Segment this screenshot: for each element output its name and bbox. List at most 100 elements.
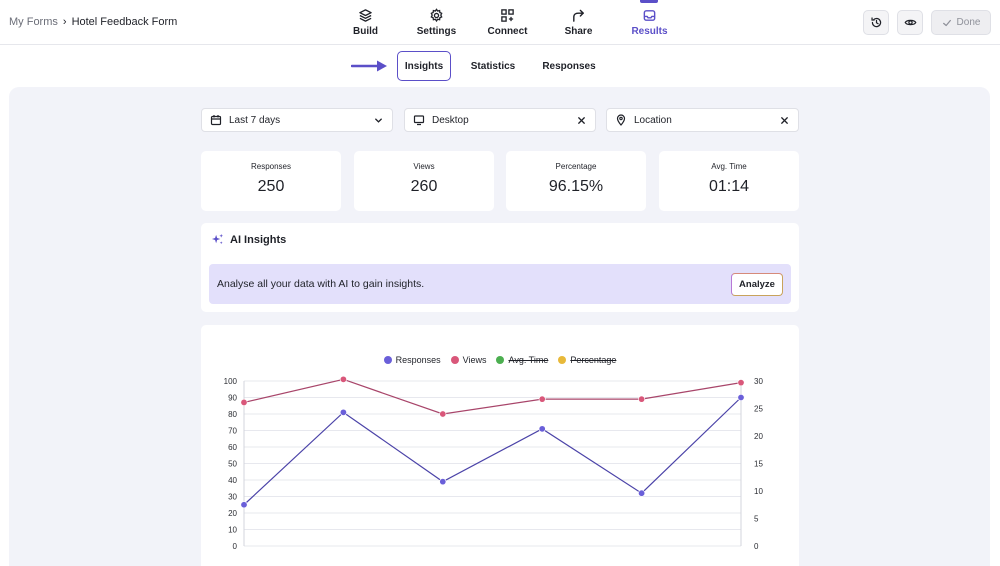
y-left-tick-label: 10 [228, 526, 237, 535]
y-left-tick-label: 80 [228, 410, 237, 419]
data-point-views [439, 410, 447, 418]
series-line-responses [243, 397, 742, 506]
clear-location-icon[interactable] [779, 115, 790, 126]
subtab-responses[interactable]: Responses [542, 60, 596, 72]
y-left-tick-label: 100 [224, 377, 238, 386]
data-point-views [638, 395, 646, 403]
data-point-responses [240, 501, 248, 509]
legend-dot [496, 356, 505, 364]
y-right-tick-label: 15 [754, 460, 763, 469]
stat-card-avg-time: Avg. Time 01:14 [659, 151, 799, 211]
legend-item-avg-time[interactable]: Avg. Time [496, 355, 548, 365]
tab-connect-label: Connect [487, 26, 528, 37]
ai-insights-title: AI Insights [230, 233, 287, 246]
legend-label: Responses [395, 355, 441, 365]
tab-build[interactable]: Build [330, 0, 401, 45]
ai-banner-text: Analyse all your data with AI to gain in… [217, 278, 425, 290]
data-point-responses [638, 489, 646, 497]
legend-label: Percentage [570, 355, 617, 365]
share-arrow-icon [573, 9, 584, 22]
clear-device-icon[interactable] [576, 115, 587, 126]
main-nav: Build Settings Connect Share Results [330, 0, 685, 45]
chevron-down-icon [375, 117, 382, 123]
insights-panel: Last 7 days Desktop Location Responses 2… [9, 87, 990, 566]
stat-value: 250 [257, 178, 285, 195]
analyze-button[interactable]: Analyze [731, 272, 783, 296]
top-bar: My Forms › Hotel Feedback Form Build Set… [0, 0, 1000, 45]
y-right-tick-label: 0 [754, 542, 759, 551]
tab-connect[interactable]: Connect [472, 0, 543, 45]
data-point-views [339, 375, 347, 383]
stat-label: Views [413, 162, 435, 171]
preview-button[interactable] [897, 10, 923, 35]
device-filter-value: Desktop [432, 114, 469, 126]
ai-analyze-banner: Analyse all your data with AI to gain in… [209, 264, 791, 304]
legend-dot [383, 356, 392, 364]
tab-share-label: Share [564, 26, 593, 37]
subtab-insights[interactable]: Insights [397, 51, 451, 81]
y-left-tick-label: 20 [228, 509, 237, 518]
breadcrumb-form-name: Hotel Feedback Form [71, 16, 178, 28]
legend-item-views[interactable]: Views [450, 355, 487, 365]
tab-build-label: Build [353, 26, 378, 37]
data-point-responses [737, 394, 745, 402]
layers-icon [359, 9, 372, 22]
legend-dot [450, 356, 459, 364]
ai-insights-header: AI Insights [211, 233, 286, 246]
history-icon [870, 17, 881, 28]
y-right-tick-label: 10 [754, 487, 763, 496]
done-label: Done [956, 17, 981, 28]
tab-share[interactable]: Share [543, 0, 614, 45]
subtab-statistics[interactable]: Statistics [470, 60, 516, 72]
y-left-tick-label: 60 [228, 443, 237, 452]
legend-dot [558, 356, 567, 364]
stat-label: Percentage [555, 162, 597, 171]
date-range-value: Last 7 days [229, 114, 281, 126]
data-point-responses [339, 408, 347, 416]
line-chart: 0 10 20 30 40 50 60 70 80 90 100 0 5 10 15 20 25 30 [224, 375, 763, 551]
legend-label: Avg. Time [508, 355, 549, 365]
stat-value: 01:14 [708, 178, 750, 195]
active-tab-indicator [640, 0, 658, 3]
chart-legend: Responses Views Avg. Time Percentage [201, 355, 799, 365]
y-right-tick-label: 25 [754, 405, 763, 414]
y-right-tick-label: 30 [754, 377, 763, 386]
inbox-icon [643, 10, 656, 21]
done-button[interactable]: Done [931, 10, 991, 35]
insights-chart-card: Responses Views Avg. Time Percentage 0 10 20 3… [201, 325, 799, 566]
y-left-tick-label: 30 [228, 493, 237, 502]
y-right-tick-label: 5 [754, 515, 759, 524]
tab-results[interactable]: Results [614, 0, 685, 45]
pointer-arrow-icon [351, 60, 387, 72]
sparkles-icon [211, 233, 224, 245]
tab-results-label: Results [631, 26, 668, 37]
device-filter[interactable]: Desktop [404, 108, 596, 132]
data-point-views [737, 379, 745, 387]
stat-card-percentage: Percentage 96.15% [506, 151, 646, 211]
ai-insights-card: AI Insights Analyse all your data with A… [201, 223, 799, 312]
tab-settings[interactable]: Settings [401, 0, 472, 45]
breadcrumb: My Forms › Hotel Feedback Form [9, 16, 177, 28]
data-point-views [538, 395, 546, 403]
stat-label: Responses [250, 162, 292, 171]
legend-label: Views [462, 355, 487, 365]
data-point-views [240, 398, 248, 406]
stat-card-views: Views 260 [354, 151, 494, 211]
location-filter[interactable]: Location [606, 108, 799, 132]
y-left-tick-label: 50 [228, 460, 237, 469]
legend-item-responses[interactable]: Responses [383, 355, 441, 365]
location-filter-value: Location [634, 114, 672, 126]
breadcrumb-my-forms[interactable]: My Forms [9, 16, 58, 28]
stat-value: 96.15% [548, 178, 604, 195]
breadcrumb-chevron-icon: › [62, 16, 67, 28]
y-left-tick-label: 70 [228, 427, 237, 436]
date-range-select[interactable]: Last 7 days [201, 108, 393, 132]
eye-icon [904, 19, 916, 26]
legend-item-percentage[interactable]: Percentage [558, 355, 616, 365]
grid-plus-icon [501, 9, 514, 22]
history-button[interactable] [863, 10, 889, 35]
tab-settings-label: Settings [416, 26, 457, 37]
y-left-tick-label: 0 [233, 542, 238, 551]
y-left-tick-label: 40 [228, 476, 237, 485]
map-pin-icon [616, 114, 626, 126]
